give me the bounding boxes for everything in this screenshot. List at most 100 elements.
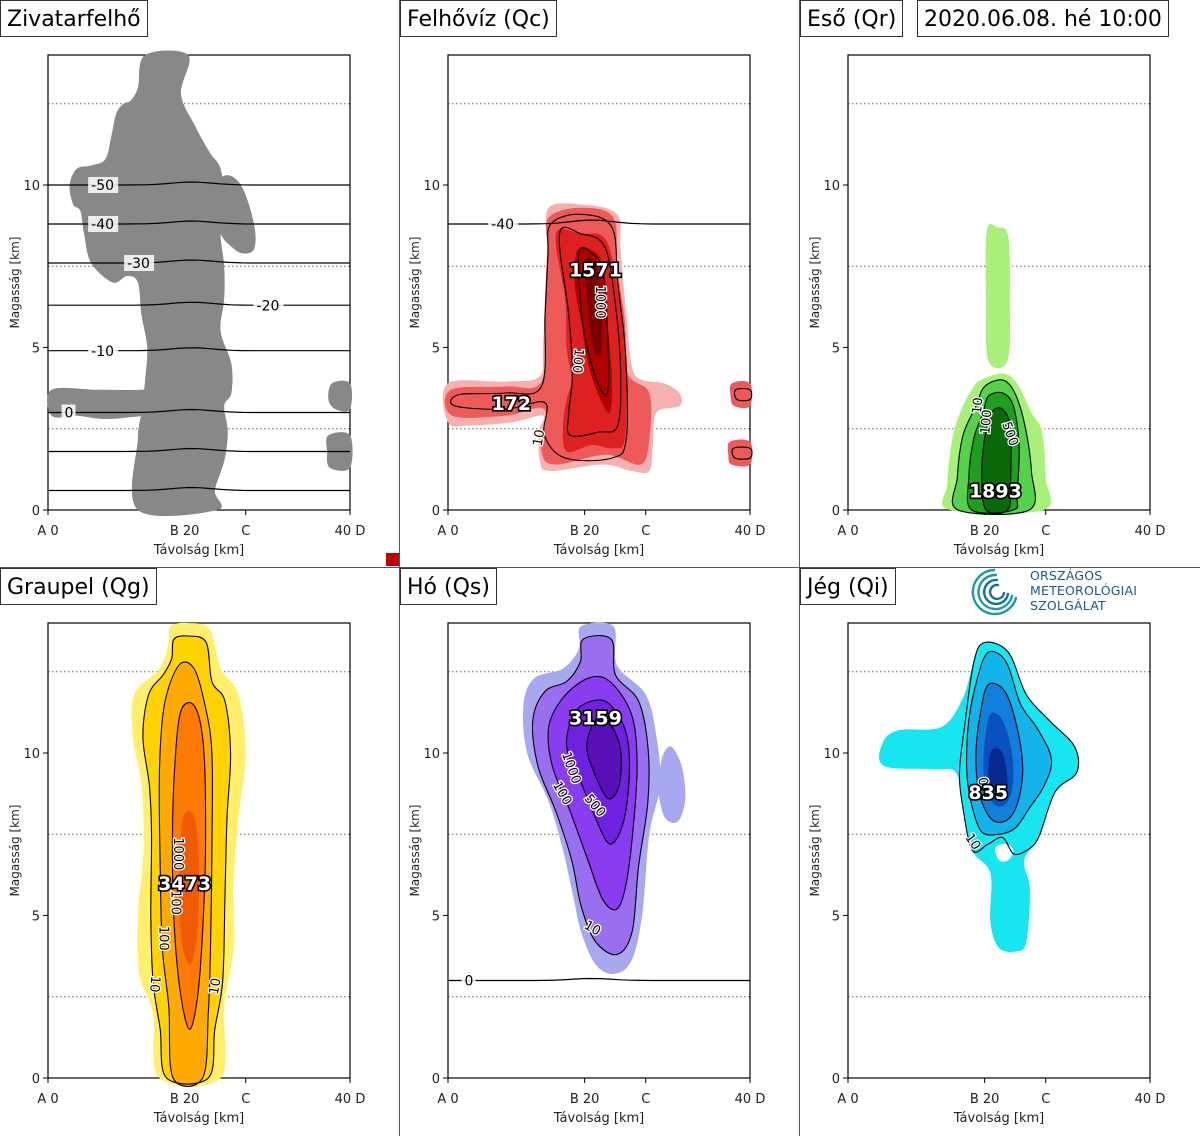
- y-tick-label: 0: [432, 1072, 440, 1087]
- max-value-label: 1571: [569, 260, 622, 282]
- qc-core: [584, 257, 603, 356]
- qg-core: [178, 810, 200, 965]
- x-tick-label: C: [641, 1092, 650, 1107]
- y-tick-label: 10: [823, 179, 840, 194]
- qg-contour-1000: [171, 702, 207, 1030]
- x-tick-label: 40 D: [335, 1092, 366, 1107]
- qr-band-500: [981, 407, 1012, 514]
- y-tick-label: 5: [432, 342, 440, 357]
- x-tick-label: B 20: [570, 524, 600, 539]
- qc-contour-1000: [577, 247, 610, 396]
- contour-label: 10: [146, 975, 162, 993]
- contour-label: 1000: [592, 285, 607, 318]
- panel-title: Jég (Qi): [800, 568, 896, 605]
- isotherm-label: -10: [91, 344, 114, 360]
- qs-contour-10: [531, 635, 650, 956]
- isotherm-label: -50: [91, 178, 114, 194]
- panel-title: Graupel (Qg): [0, 568, 157, 605]
- red-marker: [386, 553, 399, 566]
- x-tick-label: B 20: [170, 524, 200, 539]
- omsz-logo-text: ORSZÁGOS METEOROLÓGIAI SZOLGÁLAT: [1030, 568, 1138, 613]
- contour-label: 10: [531, 428, 549, 447]
- qc-contour-10: [450, 213, 629, 462]
- x-tick-label: C: [641, 524, 650, 539]
- isotherm-label: -40: [491, 217, 514, 233]
- qg-contour-100: [158, 661, 214, 1088]
- axes: 0 5 10 A 0 B 20 C 40 D Távolság [km] Magasság [k…: [808, 622, 1165, 1126]
- y-tick-label: 10: [423, 179, 440, 194]
- isotherm-label-bg: [88, 216, 119, 232]
- y-axis-label: Magasság [km]: [408, 237, 422, 329]
- max-value-label: 3159: [569, 707, 622, 729]
- panel-divider: [0, 567, 1200, 568]
- y-tick-label: 5: [832, 910, 840, 925]
- x-tick-label: C: [1041, 524, 1050, 539]
- qg-contour-10: [142, 635, 232, 1085]
- qc-fragment: [729, 381, 753, 409]
- x-tick-label: A 0: [37, 1092, 58, 1107]
- panel-title: Eső (Qr): [800, 0, 904, 37]
- chart-zivatarfelho: 0 5 10 A 0 B 20 C 40 D Távolság [km] Magasság [k…: [8, 50, 366, 558]
- panel-ho: Hó (Qs) 0 5 10 A 0 B 20 C 40 D Távolság [km] Mag…: [400, 568, 800, 1136]
- qc-contour-10: [731, 446, 753, 460]
- contour-label: 100: [569, 348, 586, 374]
- plot-frame: [447, 54, 751, 511]
- x-tick-label: B 20: [570, 1092, 600, 1107]
- isotherm-line: [48, 408, 350, 414]
- max-value-label: 1893: [969, 481, 1022, 503]
- y-tick-label: 10: [823, 747, 840, 762]
- panel-divider: [799, 0, 800, 1136]
- qs-side-lobe: [658, 746, 686, 823]
- isotherm-label: -40: [91, 217, 114, 233]
- isotherm-label: 0: [65, 406, 74, 422]
- isotherm-line: [48, 259, 350, 264]
- y-tick-label: 0: [32, 504, 40, 519]
- x-tick-label: 40 D: [1135, 524, 1166, 539]
- x-tick-label: 40 D: [735, 1092, 766, 1107]
- x-tick-label: A 0: [437, 524, 458, 539]
- x-tick-label: A 0: [437, 1092, 458, 1107]
- x-axis-label: Távolság [km]: [153, 1111, 244, 1126]
- axes: 0 5 10 A 0 B 20 C 40 D Távolság [km] Magasság [k…: [408, 622, 766, 1126]
- y-axis-label: Magasság [km]: [8, 805, 22, 897]
- qi-contour-10: [966, 650, 1053, 836]
- isotherm-label-bg: [88, 177, 119, 193]
- y-tick-label: 10: [23, 179, 40, 194]
- x-tick-label: B 20: [170, 1092, 200, 1107]
- x-tick-label: 40 D: [335, 524, 366, 539]
- x-axis-label: Távolság [km]: [953, 543, 1044, 558]
- y-axis-label: Magasság [km]: [8, 237, 22, 329]
- y-tick-label: 5: [832, 342, 840, 357]
- x-axis-label: Távolság [km]: [153, 543, 244, 558]
- qr-contour-500: [981, 407, 1012, 515]
- qr-upper-shaft: [985, 223, 1011, 369]
- x-tick-label: A 0: [37, 524, 58, 539]
- y-tick-label: 0: [832, 1072, 840, 1087]
- x-tick-label: A 0: [837, 524, 858, 539]
- cloud-anvil-lobe: [212, 175, 256, 254]
- panel-title: Hó (Qs): [400, 568, 497, 605]
- forecast-date-label: 2020.06.08. hé 10:00: [917, 0, 1169, 37]
- isotherm-label-bg: [488, 216, 519, 232]
- max-value-label: 3473: [158, 873, 211, 895]
- qi-white-gap: [995, 843, 1014, 862]
- chart-jeg: 0 5 10 A 0 B 20 C 40 D Távolság [km] Magasság [k…: [808, 622, 1165, 1126]
- chart-eso: 0 5 10 A 0 B 20 C 40 D Távolság [km] Magasság [k…: [808, 54, 1166, 558]
- qs-contour-100: [547, 675, 638, 911]
- axes: 0 5 10 A 0 B 20 C 40 D Távolság [km] Magasság [k…: [408, 54, 765, 558]
- panel-graupel: Graupel (Qg) 0 5 10 A 0 B 20 C 40 D Távolság [k…: [0, 568, 400, 1136]
- isotherm-line: [48, 301, 350, 306]
- x-tick-label: B 20: [970, 524, 1000, 539]
- panel-felhoviz: Felhővíz (Qc) 0 5 10 A 0 B 20 C 40 D Távolság […: [400, 0, 800, 568]
- y-axis-label: Magasság [km]: [408, 805, 422, 897]
- y-tick-label: 0: [432, 504, 440, 519]
- chart-ho: 0 5 10 A 0 B 20 C 40 D Távolság [km] Magasság [k…: [408, 622, 766, 1126]
- qc-contour-100: [558, 226, 622, 437]
- contour-label: 100: [168, 890, 183, 915]
- contour-label: 0: [974, 776, 990, 787]
- axes: 0 5 10 A 0 B 20 C 40 D Távolság [km] Magasság [k…: [8, 622, 366, 1126]
- x-axis-label: Távolság [km]: [953, 1111, 1044, 1126]
- chart-felhoviz: 0 5 10 A 0 B 20 C 40 D Távolság [km] Magasság [k…: [408, 54, 765, 558]
- cloud-fragment: [328, 380, 353, 412]
- y-tick-label: 0: [832, 504, 840, 519]
